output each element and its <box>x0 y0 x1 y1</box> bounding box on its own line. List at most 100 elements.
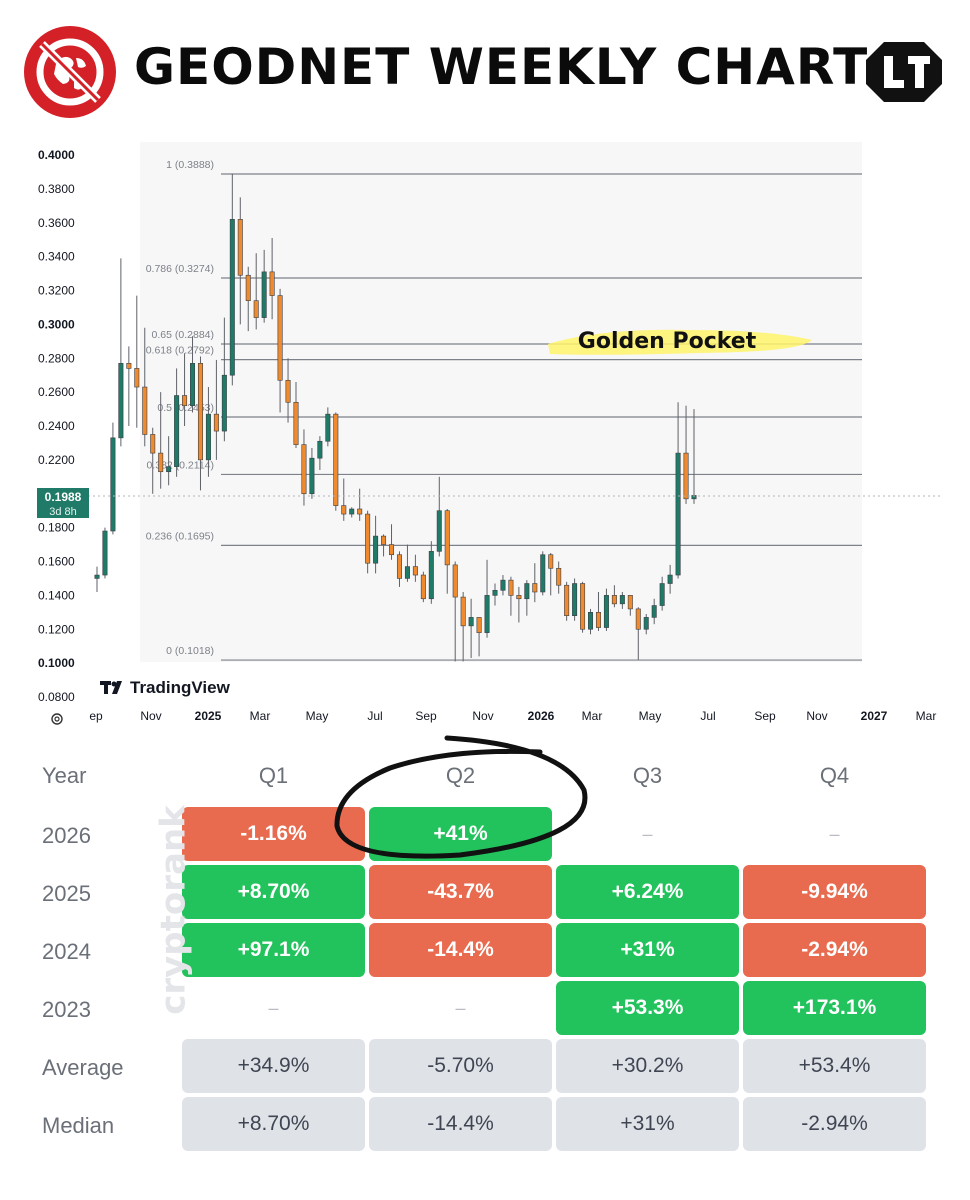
y-tick-label: 0.2600 <box>38 385 75 399</box>
candle <box>532 563 538 603</box>
golden-pocket-label: Golden Pocket <box>578 329 757 354</box>
candle <box>285 358 291 423</box>
table-cell: +97.1% <box>182 923 365 977</box>
fib-level-label: 1 (0.3888) <box>166 159 214 171</box>
y-tick-label: 0.1000 <box>38 656 75 670</box>
table-header-q4: Q4 <box>819 763 850 788</box>
fib-level-label: 0.618 (0.2792) <box>146 345 214 357</box>
candle <box>221 317 227 442</box>
table-header-year: Year <box>42 763 87 788</box>
candle <box>659 576 665 611</box>
table-cell: +173.1% <box>743 981 926 1035</box>
candle <box>301 429 307 506</box>
candle <box>572 578 578 621</box>
candle <box>603 588 609 631</box>
candle <box>309 448 315 499</box>
candle <box>667 564 673 594</box>
current-price-tag: 0.1988 3d 8h <box>37 488 940 518</box>
y-tick-label: 0.1200 <box>38 622 75 636</box>
table-cell: +8.70% <box>182 1097 365 1151</box>
settings-gear-icon[interactable] <box>50 712 64 726</box>
x-tick-label: Sep <box>754 709 776 723</box>
candle <box>396 551 402 587</box>
candle <box>373 515 379 574</box>
candle <box>182 353 188 426</box>
y-tick-label: 0.1400 <box>38 588 75 602</box>
table-cell: -14.4% <box>369 923 552 977</box>
candle <box>134 295 140 428</box>
candle <box>357 488 363 521</box>
brand-monogram-icon <box>866 42 942 102</box>
candle <box>492 583 498 606</box>
x-tick-label: ep <box>89 709 103 723</box>
table-header-q2: Q2 <box>445 763 476 788</box>
table-header-q1: Q1 <box>258 763 289 788</box>
table-cell: +53.4% <box>743 1039 926 1093</box>
table-cell: – <box>642 823 653 844</box>
candle <box>381 534 387 557</box>
y-tick-label: 0.3600 <box>38 216 75 230</box>
candle <box>404 544 410 582</box>
candle <box>516 586 522 623</box>
fib-level-label: 0.236 (0.1695) <box>146 530 214 542</box>
row-label: 2024 <box>42 939 91 964</box>
table-cell: +34.9% <box>182 1039 365 1093</box>
candle <box>277 288 283 413</box>
candle <box>556 561 562 594</box>
candle <box>389 524 395 560</box>
table-cell: -2.94% <box>743 1097 926 1151</box>
x-tick-label: Jul <box>367 709 382 723</box>
candle <box>253 253 259 330</box>
table-header-q3: Q3 <box>632 763 663 788</box>
current-price-countdown: 3d 8h <box>49 506 77 518</box>
candle <box>500 575 506 596</box>
x-tick-label: May <box>306 709 329 723</box>
price-chart: 1 (0.3888) 0.786 (0.3274) 0.65 (0.2884) 0.6… <box>37 142 940 723</box>
y-tick-label: 0.2400 <box>38 419 75 433</box>
candle <box>484 559 490 638</box>
candle <box>420 571 426 603</box>
row-label: 2026 <box>42 823 91 848</box>
y-axis: 0.4000 0.3800 0.3600 0.3400 0.3200 0.3000 0.28… <box>38 148 75 704</box>
candle <box>118 258 124 447</box>
table-cell: – <box>268 997 279 1018</box>
candle <box>412 554 418 582</box>
x-tick-label: 2026 <box>528 709 555 723</box>
y-tick-label: 0.2200 <box>38 453 75 467</box>
candle <box>460 591 466 662</box>
x-tick-label: Nov <box>140 709 161 723</box>
table-cell: -14.4% <box>369 1097 552 1151</box>
candles <box>94 173 697 662</box>
candle <box>540 551 546 596</box>
table-cell: +6.24% <box>556 865 739 919</box>
candle <box>643 614 649 635</box>
candle <box>611 585 617 608</box>
fib-zone-background <box>140 142 862 662</box>
y-tick-label: 0.3000 <box>38 317 75 331</box>
candle <box>317 436 323 471</box>
tradingview-logo-icon <box>100 681 122 694</box>
candle <box>158 392 164 489</box>
globe-forbidden-icon <box>24 26 116 118</box>
candle <box>269 237 275 320</box>
table-cell: -43.7% <box>369 865 552 919</box>
candle <box>524 580 530 616</box>
candle <box>444 508 450 594</box>
y-tick-label: 0.3400 <box>38 250 75 264</box>
table-cell: – <box>829 823 840 844</box>
candle <box>205 387 211 477</box>
candle <box>580 581 586 633</box>
candle <box>508 576 514 616</box>
table-cell: +30.2% <box>556 1039 739 1093</box>
y-tick-label: 0.2800 <box>38 351 75 365</box>
candle <box>237 197 243 325</box>
candle <box>110 422 116 535</box>
candle <box>341 478 347 521</box>
x-tick-label: Nov <box>472 709 493 723</box>
candle <box>190 336 196 413</box>
x-tick-label: Jul <box>700 709 715 723</box>
candle <box>102 527 108 579</box>
candle <box>94 566 100 592</box>
table-cell: -1.16% <box>182 807 365 861</box>
candle <box>595 591 601 631</box>
